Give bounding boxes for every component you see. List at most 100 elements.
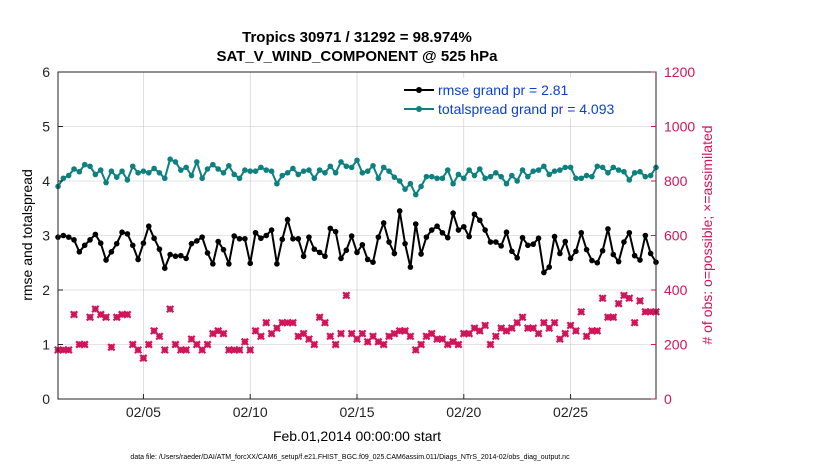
obs-assimilated-point xyxy=(502,326,511,335)
rmse-point xyxy=(487,239,494,245)
rmse-point xyxy=(167,251,173,258)
rmse-point xyxy=(290,235,296,242)
obs-assimilated-point xyxy=(491,332,500,341)
totalspread-point xyxy=(236,175,243,182)
obs-assimilated-point xyxy=(577,307,586,316)
totalspread-point xyxy=(477,166,483,172)
obs-assimilated-point xyxy=(385,332,394,341)
obs-assimilated-point xyxy=(267,329,276,338)
x-tick-label: 02/05 xyxy=(126,404,161,420)
totalspread-point xyxy=(434,175,440,182)
rmse-point xyxy=(103,257,109,263)
totalspread-point xyxy=(370,162,376,169)
rmse-point xyxy=(460,223,467,230)
totalspread-point xyxy=(535,167,542,173)
totalspread-point xyxy=(375,175,382,182)
obs-assimilated-point xyxy=(331,340,340,349)
rmse-point xyxy=(124,231,131,237)
obs-assimilated-point xyxy=(198,345,207,354)
rmse-point xyxy=(81,242,88,249)
totalspread-point xyxy=(530,168,536,174)
rmse-point xyxy=(316,249,323,256)
obs-assimilated-point xyxy=(411,345,420,354)
obs-assimilated-point xyxy=(347,329,356,338)
totalspread-point xyxy=(525,173,531,180)
rmse-point xyxy=(188,240,195,247)
chart-subtitle: SAT_V_WIND_COMPONENT @ 525 hPa xyxy=(216,48,498,65)
totalspread-point xyxy=(161,175,168,182)
rmse-point xyxy=(113,240,120,247)
obs-assimilated-point xyxy=(417,340,426,349)
totalspread-point xyxy=(290,165,296,172)
rmse-point xyxy=(210,261,216,267)
rmse-point xyxy=(279,236,286,243)
obs-assimilated-point xyxy=(571,326,580,335)
rmse-point xyxy=(178,252,184,259)
totalspread-point xyxy=(519,167,526,173)
totalspread-point xyxy=(124,177,131,183)
totalspread-point xyxy=(578,175,585,182)
totalspread-point xyxy=(605,170,611,176)
totalspread-point xyxy=(226,162,232,169)
totalspread-point xyxy=(172,159,179,165)
totalspread-point xyxy=(252,168,259,174)
rmse-point xyxy=(263,232,270,239)
totalspread-point xyxy=(60,175,67,182)
rmse-point xyxy=(151,235,157,242)
totalspread-point xyxy=(396,178,403,184)
totalspread-point xyxy=(460,175,467,182)
legend-rmse-marker xyxy=(416,87,422,93)
obs-assimilated-point xyxy=(128,340,137,349)
rmse-point xyxy=(594,259,601,266)
rmse-point xyxy=(418,251,424,257)
rmse-point xyxy=(503,229,510,236)
rmse-point xyxy=(610,251,617,258)
rmse-point xyxy=(557,250,563,257)
totalspread-point xyxy=(215,166,221,172)
totalspread-point xyxy=(557,167,563,173)
rmse-point xyxy=(578,229,585,236)
y-tick-label-left: 5 xyxy=(42,119,50,135)
obs-assimilated-point xyxy=(379,340,388,349)
y-tick-label-right: 1200 xyxy=(664,64,695,80)
rmse-point xyxy=(274,261,280,267)
rmse-point xyxy=(514,255,520,261)
totalspread-point xyxy=(567,164,574,171)
obs-assimilated-point xyxy=(208,329,217,338)
totalspread-point xyxy=(76,168,83,175)
totalspread-point xyxy=(274,180,280,187)
totalspread-point xyxy=(541,163,547,170)
obs-assimilated-point xyxy=(369,332,377,341)
totalspread-point xyxy=(631,170,638,176)
rmse-point xyxy=(509,248,515,255)
totalspread-point xyxy=(188,172,195,179)
y-tick-label-left: 6 xyxy=(42,64,50,80)
totalspread-point xyxy=(167,156,173,162)
obs-assimilated-point xyxy=(315,313,324,322)
rmse-point xyxy=(402,240,408,247)
y-tick-label-left: 2 xyxy=(42,282,50,298)
totalspread-point xyxy=(71,166,77,172)
rmse-point xyxy=(567,255,574,262)
totalspread-point xyxy=(610,164,617,171)
totalspread-point xyxy=(338,159,344,165)
data-file-footnote: data file: /Users/raeder/DAI/ATM_forcXX/… xyxy=(130,454,570,461)
rmse-point xyxy=(626,229,633,236)
rmse-point xyxy=(541,269,547,276)
legend-box xyxy=(400,78,650,118)
totalspread-point xyxy=(103,179,109,186)
totalspread-point xyxy=(380,164,387,171)
totalspread-point xyxy=(407,180,414,187)
obs-assimilated-point xyxy=(390,329,399,338)
obs-assimilated-point xyxy=(310,340,319,349)
totalspread-point xyxy=(306,167,312,173)
totalspread-point xyxy=(108,168,115,174)
rmse-point xyxy=(471,211,478,218)
totalspread-point xyxy=(119,168,125,174)
rmse-point xyxy=(364,256,371,263)
obs-assimilated-point xyxy=(171,340,180,349)
obs-series xyxy=(54,291,660,363)
obs-assimilated-point xyxy=(406,332,415,341)
obs-assimilated-point xyxy=(251,326,260,335)
rmse-point xyxy=(396,208,403,214)
